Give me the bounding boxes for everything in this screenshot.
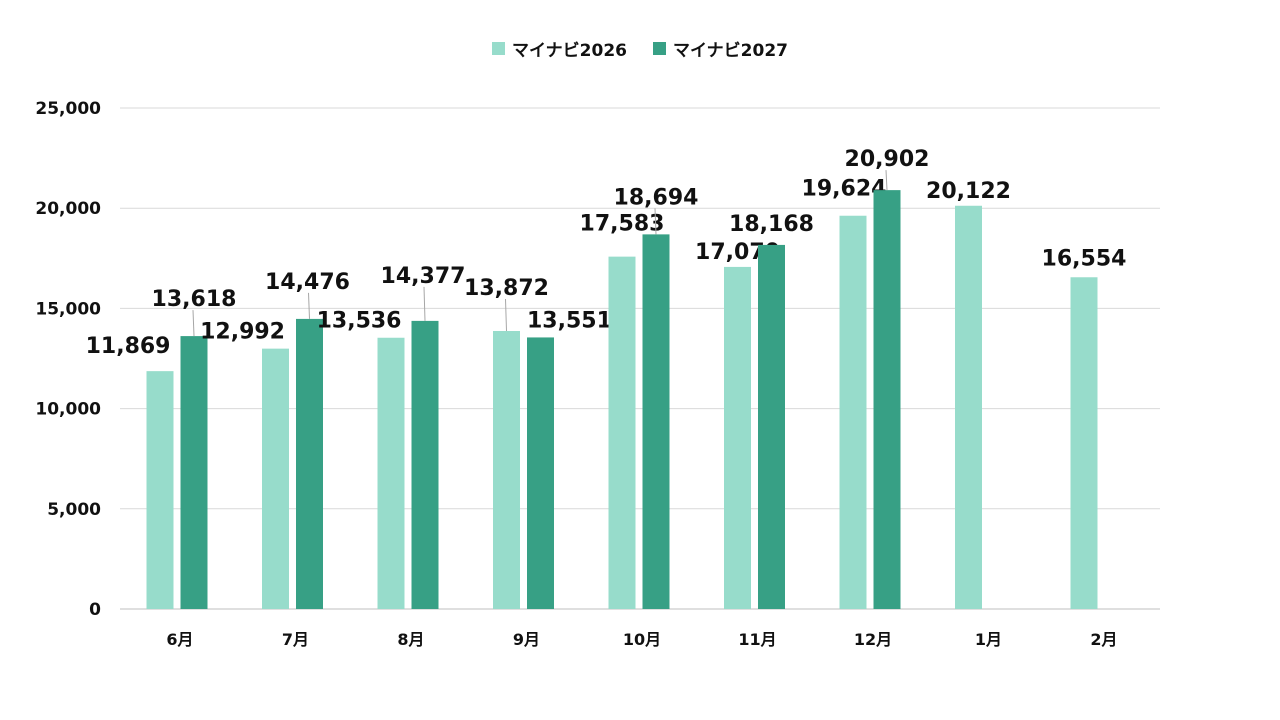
data-label: 18,168 [729,212,814,237]
legend-label-2026: マイナビ2026 [512,41,627,61]
bar-2026 [608,256,636,609]
x-tick-label: 9月 [513,630,540,649]
y-tick-label: 10,000 [35,400,101,420]
x-tick-label: 12月 [854,630,892,649]
bar-2026 [493,331,520,609]
x-tick-label: 1月 [975,630,1002,649]
data-label: 16,554 [1042,246,1127,271]
data-label-leader [885,170,888,191]
bar-2027 [758,244,785,610]
bar-2026 [955,205,982,609]
data-label: 20,902 [845,147,930,172]
data-label-leader [505,298,507,332]
bar-2026 [839,215,867,609]
bar-2027 [873,190,901,610]
y-tick-label: 15,000 [35,299,101,319]
legend-label-2027: マイナビ2027 [673,41,788,61]
data-label: 13,618 [152,287,237,312]
legend-swatch-2027 [653,42,666,55]
y-tick-label: 25,000 [35,99,101,119]
data-label: 14,476 [265,270,350,295]
data-label-leader [192,310,195,337]
data-label-leader [654,208,657,235]
data-label: 14,377 [381,264,466,289]
data-label-leader [308,292,310,319]
x-tick-label: 10月 [623,630,661,649]
bar-2027 [411,320,439,609]
x-tick-label: 11月 [738,630,776,649]
data-label: 18,694 [614,185,699,210]
y-tick-label: 5,000 [47,500,101,520]
legend-swatch-2026 [492,42,506,55]
y-tick-label: 0 [89,600,101,620]
data-label: 20,122 [926,179,1011,204]
data-label: 11,869 [86,334,171,359]
y-tick-label: 20,000 [35,199,101,219]
data-label: 12,992 [200,320,285,345]
data-label-leader [423,286,426,321]
x-tick-label: 7月 [282,630,309,649]
x-tick-label: 6月 [166,630,193,649]
bar-2026 [262,348,289,609]
bar-2027 [180,336,208,609]
bar-2027 [642,234,670,609]
bar-2026 [146,371,174,609]
data-label: 13,872 [464,276,549,301]
bar-2026 [724,266,751,609]
data-label: 13,551 [527,308,612,333]
bar-2026 [1070,277,1098,609]
chart-legend: マイナビ2026 マイナビ2027 [0,36,1280,61]
x-tick-label: 8月 [397,630,424,649]
bar-2027 [527,337,554,609]
x-tick-label: 2月 [1090,630,1117,649]
bar-2027 [296,318,323,609]
data-label: 17,583 [580,212,665,237]
legend-item-2026: マイナビ2026 [492,36,627,61]
data-label: 13,536 [317,309,402,334]
bar-2026 [377,337,405,609]
legend-item-2027: マイナビ2027 [653,36,788,61]
data-label: 19,624 [802,177,887,202]
